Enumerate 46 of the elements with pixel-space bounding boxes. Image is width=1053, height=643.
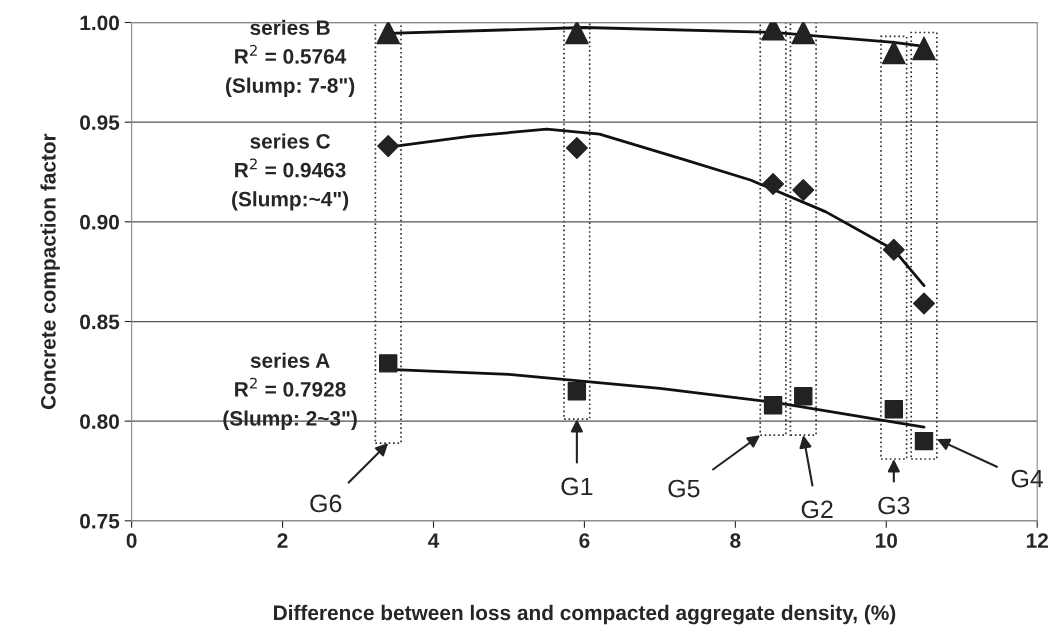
annotation: (Slump:~4") [232, 191, 349, 211]
text: series C [250, 133, 331, 149]
point [379, 354, 398, 373]
point [913, 292, 936, 315]
y-tick-label: 0.95 [80, 115, 120, 130]
y-axis-title: Concrete compaction factor [40, 133, 60, 410]
point [564, 22, 589, 45]
point [914, 431, 934, 451]
text: series B [250, 19, 330, 36]
x-tick-label: 6 [579, 533, 590, 548]
y-tick-label: 0.85 [80, 314, 120, 330]
annotation: R$^{2}$ = 0.7928 [235, 377, 346, 397]
text: series A [250, 352, 330, 368]
annotation: G6 [310, 494, 342, 513]
x-tick-label: 12 [1026, 533, 1048, 548]
point [792, 178, 815, 201]
y-tick-label: 0.90 [80, 214, 119, 230]
y-tick-label: 1.00 [80, 15, 119, 31]
x-tick-label: 2 [277, 533, 288, 548]
x-tick-label: 10 [876, 533, 898, 548]
annotation: R$^{2}$ = 0.5764 [235, 44, 347, 64]
point [882, 238, 905, 261]
point [565, 137, 588, 160]
point [912, 36, 936, 61]
point [376, 22, 401, 45]
point [791, 22, 816, 45]
annotation: G2 [801, 500, 833, 519]
point [881, 40, 906, 65]
point [567, 382, 587, 401]
annotation: G4 [1011, 469, 1044, 488]
y-tick-label: 0.80 [80, 414, 119, 429]
annotation: G1 [561, 477, 593, 496]
annotation: (Slump: 7-8") [226, 77, 355, 97]
x-tick-label: 4 [428, 533, 440, 548]
y-tick-label: 0.75 [80, 513, 120, 529]
x-tick-label: 0 [126, 533, 137, 548]
x-tick-label: 8 [730, 533, 741, 548]
point [762, 172, 785, 195]
x-axis-title: Difference between loss and compacted aggregate density, (%) [274, 604, 896, 625]
point [884, 400, 904, 419]
point [377, 135, 400, 158]
annotation: R$^{2}$ = 0.9463 [235, 158, 346, 178]
annotation: G3 [878, 496, 910, 515]
annotation: G5 [668, 479, 700, 498]
point [794, 387, 813, 406]
point [763, 396, 783, 415]
